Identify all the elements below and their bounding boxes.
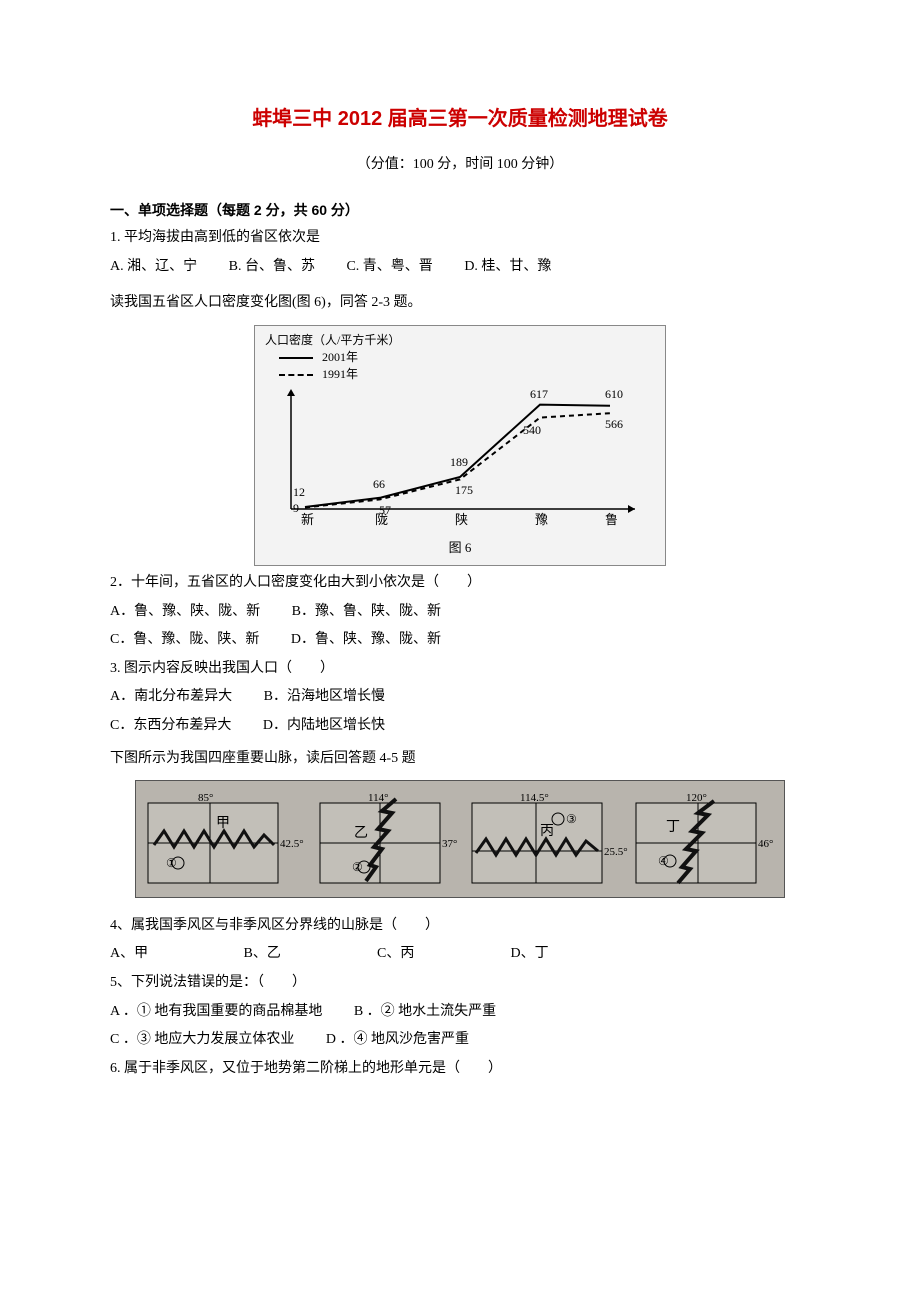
q4-opt-a: A、甲 [110,941,240,968]
svg-text:③: ③ [566,812,577,826]
svg-text:566: 566 [605,417,623,431]
legend-dash-icon [279,374,313,376]
exam-title: 蚌埠三中 2012 届高三第一次质量检测地理试卷 [110,100,810,138]
q3-options-row1: A．南北分布差异大 B．沿海地区增长慢 [110,684,810,711]
svg-text:85°: 85° [198,792,213,804]
q2-options-row1: A．鲁、豫、陕、陇、新 B．豫、鲁、陕、陇、新 [110,599,810,626]
svg-text:丙: 丙 [540,824,554,839]
svg-text:②: ② [352,860,363,874]
q5-options-row2: C ．③ 地应大力发展立体农业 D ．④ 地风沙危害严重 [110,1027,810,1054]
svg-text:9: 9 [293,501,299,515]
chart-caption: 图 6 [265,534,655,563]
svg-text:乙: 乙 [354,825,368,841]
q2-opt-a: A．鲁、豫、陕、陇、新 [110,599,260,626]
legend-2001: 2001年 [322,350,358,364]
q2-opt-c: C．鲁、豫、陇、陕、新 [110,627,259,654]
legend-1991: 1991年 [322,367,358,381]
q4-options: A、甲 B、乙 C、丙 D、丁 [110,941,810,968]
svg-text:66: 66 [373,477,385,491]
q4-opt-d: D、丁 [511,941,641,968]
q1-opt-b: B. 台、鲁、苏 [229,254,315,281]
svg-text:豫: 豫 [535,512,548,527]
svg-text:42.5°: 42.5° [280,838,304,850]
svg-text:12: 12 [293,485,305,499]
q1-opt-c: C. 青、粤、晋 [346,254,432,281]
svg-text:175: 175 [455,483,473,497]
q3-options-row2: C．东西分布差异大 D．内陆地区增长快 [110,713,810,740]
q5-opt-b: B ．② 地水土流失严重 [354,999,496,1026]
q5-stem: 5、下列说法错误的是：（ ） [110,970,810,997]
q4-opt-b: B、乙 [244,941,374,968]
q5-opt-c: C ．③ 地应大力发展立体农业 [110,1027,294,1054]
svg-text:丁: 丁 [666,820,680,835]
svg-text:25.5°: 25.5° [604,846,628,858]
svg-text:新: 新 [301,512,314,527]
q1-opt-a: A. 湘、辽、宁 [110,254,197,281]
q5-opt-a: A ．① 地有我国重要的商品棉基地 [110,999,322,1026]
q2-opt-d: D．鲁、陕、豫、陇、新 [291,627,441,654]
q5-options-row1: A ．① 地有我国重要的商品棉基地 B ．② 地水土流失严重 [110,999,810,1026]
q4-stem: 4、属我国季风区与非季风区分界线的山脉是（ ） [110,913,810,940]
q2-stem: 2．十年间，五省区的人口密度变化由大到小依次是（ ） [110,570,810,597]
q5-opt-d: D ．④ 地风沙危害严重 [326,1027,469,1054]
svg-text:37°: 37° [442,838,457,850]
q2-opt-b: B．豫、鲁、陕、陇、新 [292,599,441,626]
pre-q2q3-text: 读我国五省区人口密度变化图(图 6)，同答 2-3 题。 [110,290,810,317]
section-1-heading: 一、单项选择题（每题 2 分，共 60 分） [110,197,810,224]
chart-svg: 12 9 66 57 189 175 617 540 610 566 新 陇 陕… [265,384,645,534]
legend-solid-icon [279,357,313,359]
q3-opt-a: A．南北分布差异大 [110,684,232,711]
q1-opt-d: D. 桂、甘、豫 [464,254,551,281]
pre-q4q5-text: 下图所示为我国四座重要山脉，读后回答题 4-5 题 [110,746,810,773]
q3-stem: 3. 图示内容反映出我国人口（ ） [110,656,810,683]
svg-text:617: 617 [530,387,548,401]
mountain-maps-figure: 85° 42.5° 甲 ① 114° 37° 乙 ② [135,780,785,898]
svg-text:114.5°: 114.5° [520,792,549,804]
svg-text:陕: 陕 [455,512,468,527]
q3-opt-d: D．内陆地区增长快 [263,713,385,740]
population-density-chart: 人口密度（人/平方千米） 2001年 1991年 12 9 66 57 189 … [254,325,666,566]
exam-subtitle: （分值：100 分，时间 100 分钟） [110,152,810,179]
maps-svg: 85° 42.5° 甲 ① 114° 37° 乙 ② [140,785,780,893]
svg-text:114°: 114° [368,792,389,804]
svg-text:陇: 陇 [375,512,388,527]
q3-opt-c: C．东西分布差异大 [110,713,231,740]
svg-text:④: ④ [658,854,669,868]
chart-axis-title: 人口密度（人/平方千米） [265,333,400,347]
svg-text:①: ① [166,856,177,870]
q1-options: A. 湘、辽、宁 B. 台、鲁、苏 C. 青、粤、晋 D. 桂、甘、豫 [110,254,810,281]
svg-text:540: 540 [523,423,541,437]
svg-text:610: 610 [605,387,623,401]
q2-options-row2: C．鲁、豫、陇、陕、新 D．鲁、陕、豫、陇、新 [110,627,810,654]
q4-opt-c: C、丙 [377,941,507,968]
svg-text:46°: 46° [758,838,773,850]
q6-stem: 6. 属于非季风区，又位于地势第二阶梯上的地形单元是（ ） [110,1056,810,1083]
svg-text:120°: 120° [686,792,707,804]
svg-text:189: 189 [450,455,468,469]
svg-text:鲁: 鲁 [605,512,618,527]
q3-opt-b: B．沿海地区增长慢 [264,684,385,711]
svg-text:甲: 甲 [216,816,230,831]
q1-stem: 1. 平均海拔由高到低的省区依次是 [110,225,810,252]
